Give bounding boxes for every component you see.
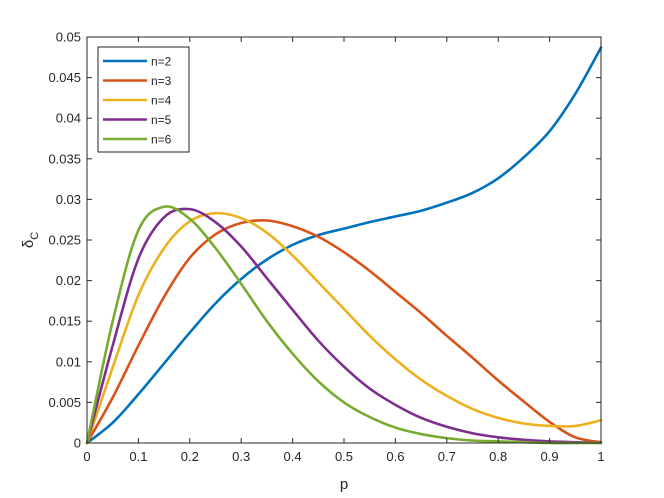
series-line-4 [85,207,603,445]
y-tick-label: 0 [74,436,81,451]
x-axis-label: p [340,476,348,493]
legend-label-4: n=5 [151,113,172,127]
y-tick-labels: 0 0.005 0.01 0.015 0.02 0.025 0.03 0.035 0.04 0.0… [48,30,81,451]
y-axis-label-subscript: C [29,232,41,240]
y-tick-label: 0.01 [56,354,81,369]
x-tick-labels: 0 0.1 0.2 0.3 0.4 0.5 0.6 0.7 0.8 0.9 1 [83,449,604,464]
y-tick-label: 0.005 [48,395,81,410]
legend-label-3: n=4 [151,94,172,108]
x-tick-label: 0.4 [284,449,302,464]
y-tick-label: 0.05 [56,30,81,45]
x-tick-label: 0.7 [438,449,456,464]
series-line-1 [85,46,603,445]
series-line-3 [85,211,603,445]
y-axis-label-main: δ [20,240,37,248]
y-tick-label: 0.035 [48,151,81,166]
x-tick-label: 0.5 [335,449,353,464]
x-tick-label: 0.1 [129,449,147,464]
x-tick-label: 0 [83,449,90,464]
x-tick-label: 0.2 [181,449,199,464]
legend-label-5: n=6 [151,133,172,147]
legend-label-1: n=2 [151,55,172,69]
y-axis-label: δC [20,232,41,248]
series-layer [85,46,603,445]
svg-text:δC: δC [20,232,41,248]
legend-items: n=2 n=3 n=4 n=5 n=6 [103,55,172,147]
axes-layer [86,36,602,444]
legend-label-2: n=3 [151,74,172,88]
x-tick-label: 0.6 [386,449,404,464]
y-tick-label: 0.04 [56,111,81,126]
y-tick-label: 0.045 [48,70,81,85]
x-tick-label: 0.8 [489,449,507,464]
y-tick-label: 0.025 [48,233,81,248]
x-tick-label: 1 [597,449,604,464]
series-line-5 [85,205,603,445]
x-tick-label: 0.9 [541,449,559,464]
x-tick-label: 0.3 [232,449,250,464]
series-line-2 [85,219,603,445]
y-tick-label: 0.03 [56,192,81,207]
y-tick-label: 0.015 [48,314,81,329]
y-tick-label: 0.02 [56,273,81,288]
legend: n=2 n=3 n=4 n=5 n=6 [97,46,190,153]
